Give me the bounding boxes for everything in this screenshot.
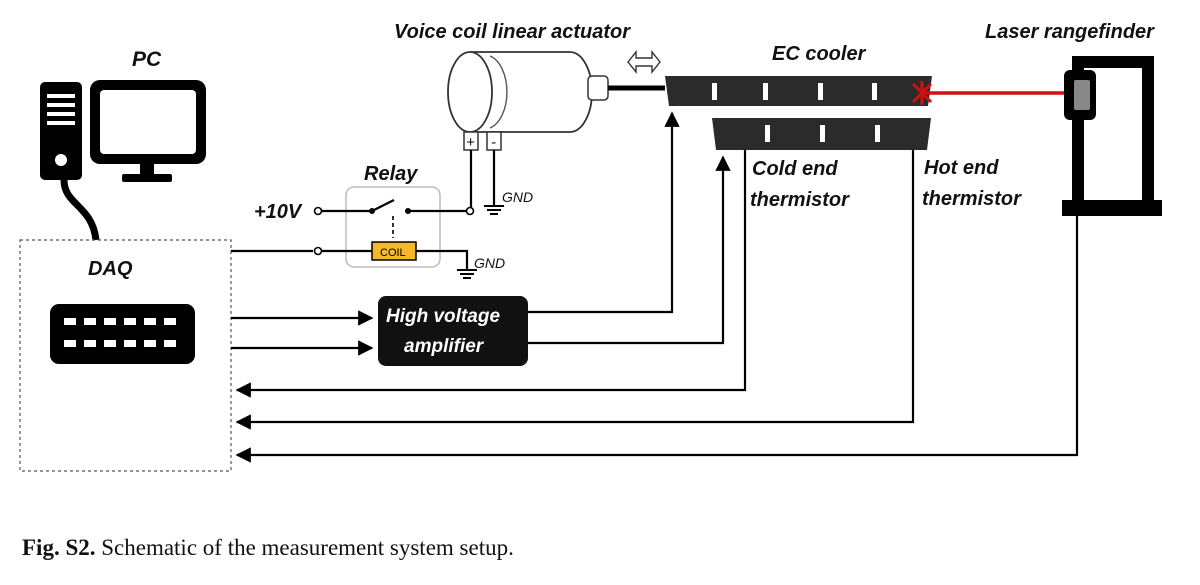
cold-thermistor-to-daq-wire	[235, 150, 747, 398]
laser-beam	[911, 81, 1064, 105]
bidirectional-motion-arrow-icon	[627, 50, 661, 74]
daq-label: DAQ	[88, 258, 133, 280]
plus-10v-label: +10V	[254, 201, 303, 223]
coil-ground-wire	[416, 249, 469, 270]
high-voltage-amplifier-box	[378, 296, 528, 366]
relay-switch	[313, 199, 475, 238]
pc-icon	[40, 80, 206, 241]
ground-symbol-2	[457, 269, 477, 279]
laser-to-daq-wire	[235, 216, 1079, 463]
ec-cooler-label: EC cooler	[772, 43, 867, 65]
hot-thermistor-to-daq-wire	[235, 150, 915, 430]
voice-coil-label: Voice coil linear actuator	[394, 21, 631, 43]
caption-text: Schematic of the measurement system setu…	[95, 535, 514, 560]
cold-end-thermistor-label-line2: thermistor	[750, 189, 850, 211]
amplifier-to-cooler-bottom-wire	[528, 155, 731, 345]
gnd-label-2: GND	[474, 255, 505, 271]
figure-caption: Fig. S2. Schematic of the measurement sy…	[22, 535, 514, 561]
laser-rangefinder-icon	[1062, 56, 1162, 216]
voice-coil-minus-label: -	[491, 134, 496, 151]
daq-box	[19, 239, 232, 472]
hva-label-line1: High voltage	[386, 306, 500, 327]
amplifier-to-cooler-top-wire	[528, 111, 680, 314]
laser-rangefinder-label: Laser rangefinder	[985, 21, 1155, 43]
ec-cooler-icon	[665, 76, 932, 150]
gnd-label-1: GND	[502, 189, 533, 205]
ground-symbol-1	[484, 205, 504, 215]
caption-prefix: Fig. S2.	[22, 535, 96, 560]
hot-end-thermistor-label-line1: Hot end	[924, 157, 999, 179]
hot-end-thermistor-label-line2: thermistor	[922, 188, 1022, 210]
relay-label: Relay	[364, 163, 418, 185]
pc-label: PC	[132, 48, 162, 71]
voice-coil-actuator-icon	[447, 51, 665, 151]
voice-coil-plus-label: +	[466, 134, 475, 151]
hva-label-line2: amplifier	[404, 336, 485, 357]
daq-connector-icon	[50, 304, 195, 364]
coil-label: COIL	[380, 247, 406, 259]
cold-end-thermistor-label-line1: Cold end	[752, 158, 838, 180]
